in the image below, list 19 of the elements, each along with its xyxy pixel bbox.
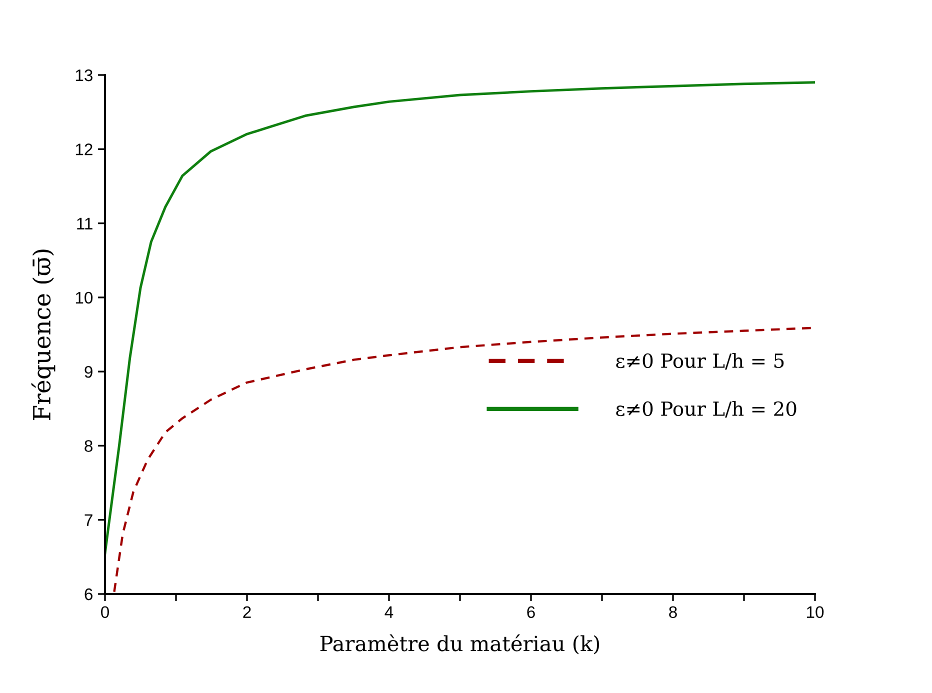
x-tick-label: 6 bbox=[527, 606, 535, 618]
legend-label: ε≠0 Pour L/h = 5 bbox=[616, 353, 784, 370]
x-tick-label: 0 bbox=[101, 606, 109, 618]
legend-label: ε≠0 Pour L/h = 20 bbox=[616, 400, 796, 418]
y-tick-label: 6 bbox=[84, 588, 92, 600]
x-tick-label: 8 bbox=[669, 606, 677, 618]
y-tick-label: 9 bbox=[84, 366, 92, 378]
y-tick-label: 7 bbox=[84, 514, 92, 526]
x-tick-label: 10 bbox=[807, 606, 824, 618]
y-tick-label: 10 bbox=[76, 292, 93, 304]
line-series bbox=[105, 81, 815, 554]
y-tick-label: 12 bbox=[76, 144, 92, 156]
x-axis-title: Paramètre du matériau (k) bbox=[320, 634, 600, 654]
y-tick-label: 11 bbox=[77, 218, 92, 230]
y-tick-label: 13 bbox=[76, 69, 92, 82]
y-axis-title: Fréquence (ϖ̄) bbox=[31, 250, 56, 420]
x-tick-label: 4 bbox=[384, 606, 394, 618]
y-tick-label: 8 bbox=[84, 440, 92, 452]
x-tick-label: 2 bbox=[243, 606, 251, 618]
